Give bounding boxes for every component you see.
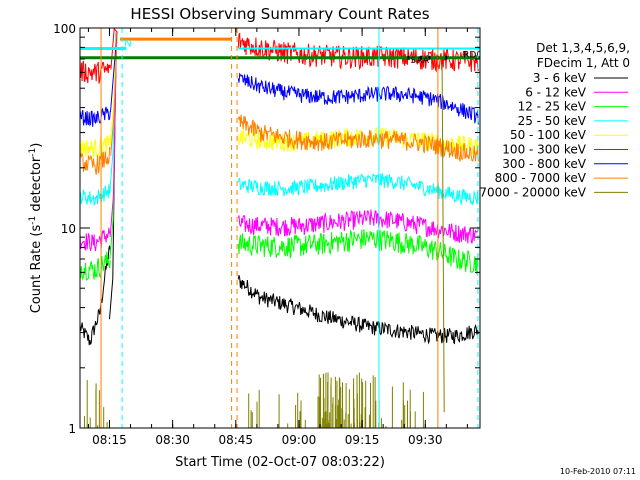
y-axis-label-mid: detector — [29, 156, 44, 216]
x-tick-label-1: 08:30 — [155, 433, 190, 447]
series-3-pre — [80, 184, 111, 206]
flare-rise-5 — [110, 32, 118, 113]
x-tick-label-2: 08:45 — [218, 433, 253, 447]
x-tick-label-3: 09:00 — [282, 433, 317, 447]
y-axis-label-main: Count Rate (s — [29, 225, 44, 314]
series-5-pre — [80, 60, 111, 84]
x-tick-label-4: 09:15 — [345, 433, 380, 447]
series-4-pre — [80, 135, 111, 159]
series-8-spikes — [84, 64, 445, 428]
flag-dot — [407, 55, 410, 60]
legend-entry-1: 6 - 12 keV — [525, 85, 587, 99]
legend-entry-2: 12 - 25 keV — [518, 100, 587, 114]
series-2-pre — [80, 251, 111, 281]
series-6-pre — [80, 106, 111, 127]
legend-entry-5: 100 - 300 keV — [502, 143, 586, 157]
x-tick-label-0: 08:15 — [92, 433, 127, 447]
legend-entry-4: 50 - 100 keV — [510, 128, 587, 142]
olive-tail — [441, 64, 445, 413]
footer-date: 10-Feb-2010 07:11 — [560, 467, 636, 476]
vertical-markers — [100, 28, 479, 428]
series-7-pre — [80, 147, 111, 175]
flag-dot — [420, 55, 423, 60]
flare-rise — [109, 28, 118, 320]
y-axis-label-sup2: -1 — [28, 148, 38, 157]
x-axis-label: Start Time (02-Oct-07 08:03:22) — [175, 455, 385, 470]
flare-rise-3 — [109, 32, 118, 238]
legend-header-line-2: FDecim 1, Att 0 — [537, 56, 630, 70]
annotation-rd0: RD0 — [463, 51, 482, 61]
y-tick-label-2: 1 — [68, 422, 76, 436]
legend-header-line-1: Det 1,3,4,5,6,9, — [536, 41, 630, 55]
y-tick-label-0: 100 — [53, 22, 76, 36]
legend-entry-0: 3 - 6 keV — [533, 71, 587, 85]
series-1-pre — [80, 227, 111, 252]
y-axis-label-end: ) — [29, 143, 44, 148]
flare-rise-7 — [110, 28, 118, 70]
y-axis-label-sup: -1 — [28, 216, 38, 225]
legend-entry-8: 7000 - 20000 keV — [479, 185, 586, 199]
plot-data-layer: N SAA RD0 — [80, 28, 482, 428]
flare-rise-6 — [110, 32, 118, 156]
flag-dot — [428, 55, 431, 60]
legend-entry-6: 300 - 800 keV — [502, 157, 586, 171]
chart-title: HESSI Observing Summary Count Rates — [130, 5, 429, 23]
legend: Det 1,3,4,5,6,9, FDecim 1, Att 0 3 - 6 k… — [479, 41, 630, 199]
legend-entry-7: 800 - 7000 keV — [495, 171, 587, 185]
annotation-saa: SAA — [411, 56, 430, 66]
y-axis-label: Count Rate (s-1 detector-1) — [28, 143, 44, 314]
annotation-n: N — [124, 38, 131, 49]
legend-entry-3: 25 - 50 keV — [518, 114, 587, 128]
series-0-pre — [80, 245, 111, 346]
flag-dot — [445, 55, 448, 60]
y-tick-label-1: 10 — [61, 222, 76, 236]
axes: 08:15 08:30 08:45 09:00 09:15 09:30 100 10 1 — [53, 22, 480, 447]
x-tick-label-5: 09:30 — [408, 433, 443, 447]
